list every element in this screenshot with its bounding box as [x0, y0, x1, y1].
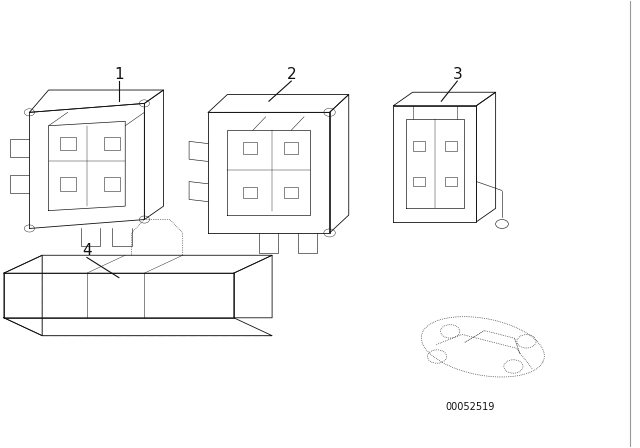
- Text: 2: 2: [287, 67, 296, 82]
- Bar: [243, 187, 257, 198]
- Bar: [445, 177, 457, 186]
- Bar: [445, 141, 457, 151]
- Bar: [60, 177, 76, 190]
- Text: 00052519: 00052519: [445, 402, 495, 412]
- Text: 3: 3: [452, 67, 462, 82]
- Bar: [413, 141, 425, 151]
- Bar: [284, 187, 298, 198]
- Bar: [413, 177, 425, 186]
- Bar: [60, 137, 76, 151]
- Text: 4: 4: [82, 243, 92, 258]
- Bar: [243, 142, 257, 154]
- Bar: [104, 137, 120, 151]
- Bar: [284, 142, 298, 154]
- Bar: [104, 177, 120, 190]
- Text: 1: 1: [114, 67, 124, 82]
